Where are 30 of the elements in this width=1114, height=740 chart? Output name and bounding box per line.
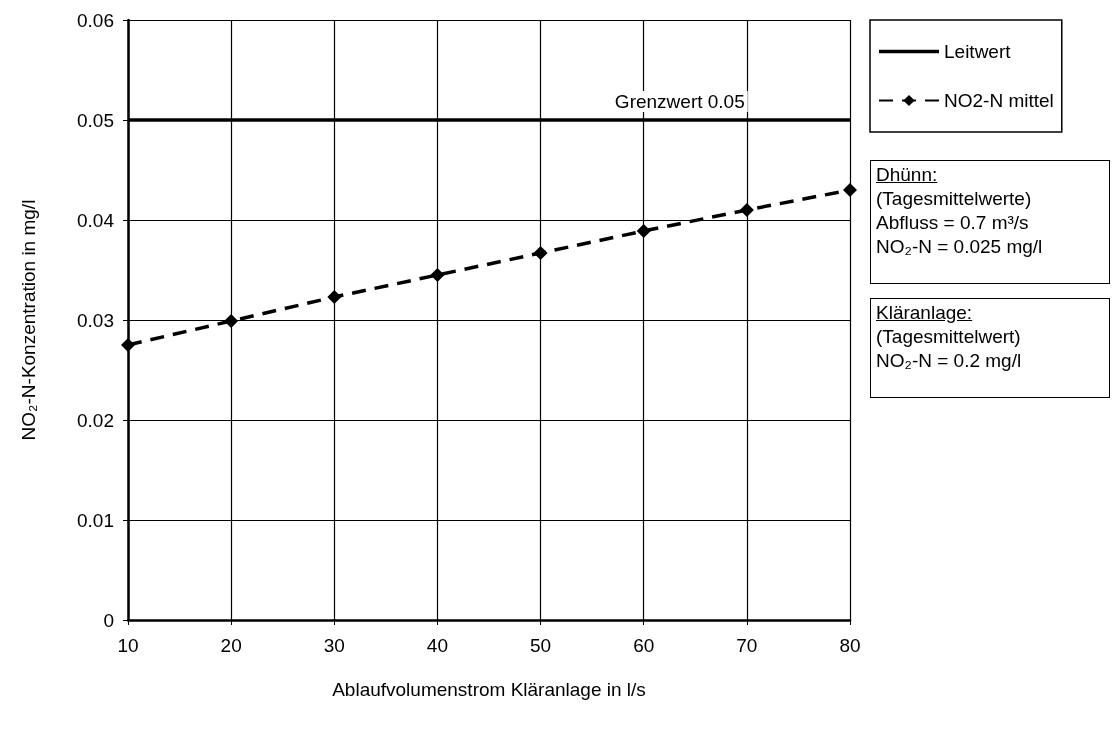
point (843, 183, 857, 197)
point (636, 224, 651, 238)
y-tick-label: 0.05 (77, 109, 114, 131)
y-tick-label: 0.01 (77, 509, 114, 531)
text: Dhünn: (Tagesmittelwerte) Abfluss = 0.7 m³/s NO₂-N = 0.025 mg/l (876, 163, 1044, 259)
x-tick-label: 10 (117, 635, 139, 656)
x-tick-label: 80 (839, 635, 861, 656)
legend-label: NO2-N mittel (944, 90, 1054, 111)
point (327, 290, 342, 304)
y-tick-label: 0 (103, 609, 114, 631)
y-tick-label: 0.04 (77, 209, 115, 231)
x-tick-label: 40 (426, 635, 448, 656)
legend-label: Leitwert (944, 41, 1012, 62)
point (121, 338, 135, 352)
x-tick-label: 30 (323, 635, 345, 656)
text: Kläranlage: (Tagesmittelwert) NO₂-N = 0.2 mg/l (876, 301, 1023, 373)
y-tick-label: 0.03 (77, 309, 114, 331)
annotation: Grenzwert 0.05 (614, 91, 745, 112)
x-axis-title: Ablaufvolumenstrom Kläranlage in l/s (332, 679, 646, 700)
point (430, 268, 445, 282)
x-tick-label: 60 (633, 635, 655, 656)
point (739, 203, 754, 217)
point (224, 314, 239, 328)
point (533, 246, 548, 260)
y-tick-label: 0.06 (77, 9, 114, 31)
x-tick-label: 20 (220, 635, 242, 656)
x-tick-label: 50 (530, 635, 552, 656)
x-tick-label: 70 (736, 635, 758, 656)
y-axis-title: NO₂-N-Konzentration in mg/l (18, 199, 39, 441)
y-tick-label: 0.02 (77, 409, 114, 431)
